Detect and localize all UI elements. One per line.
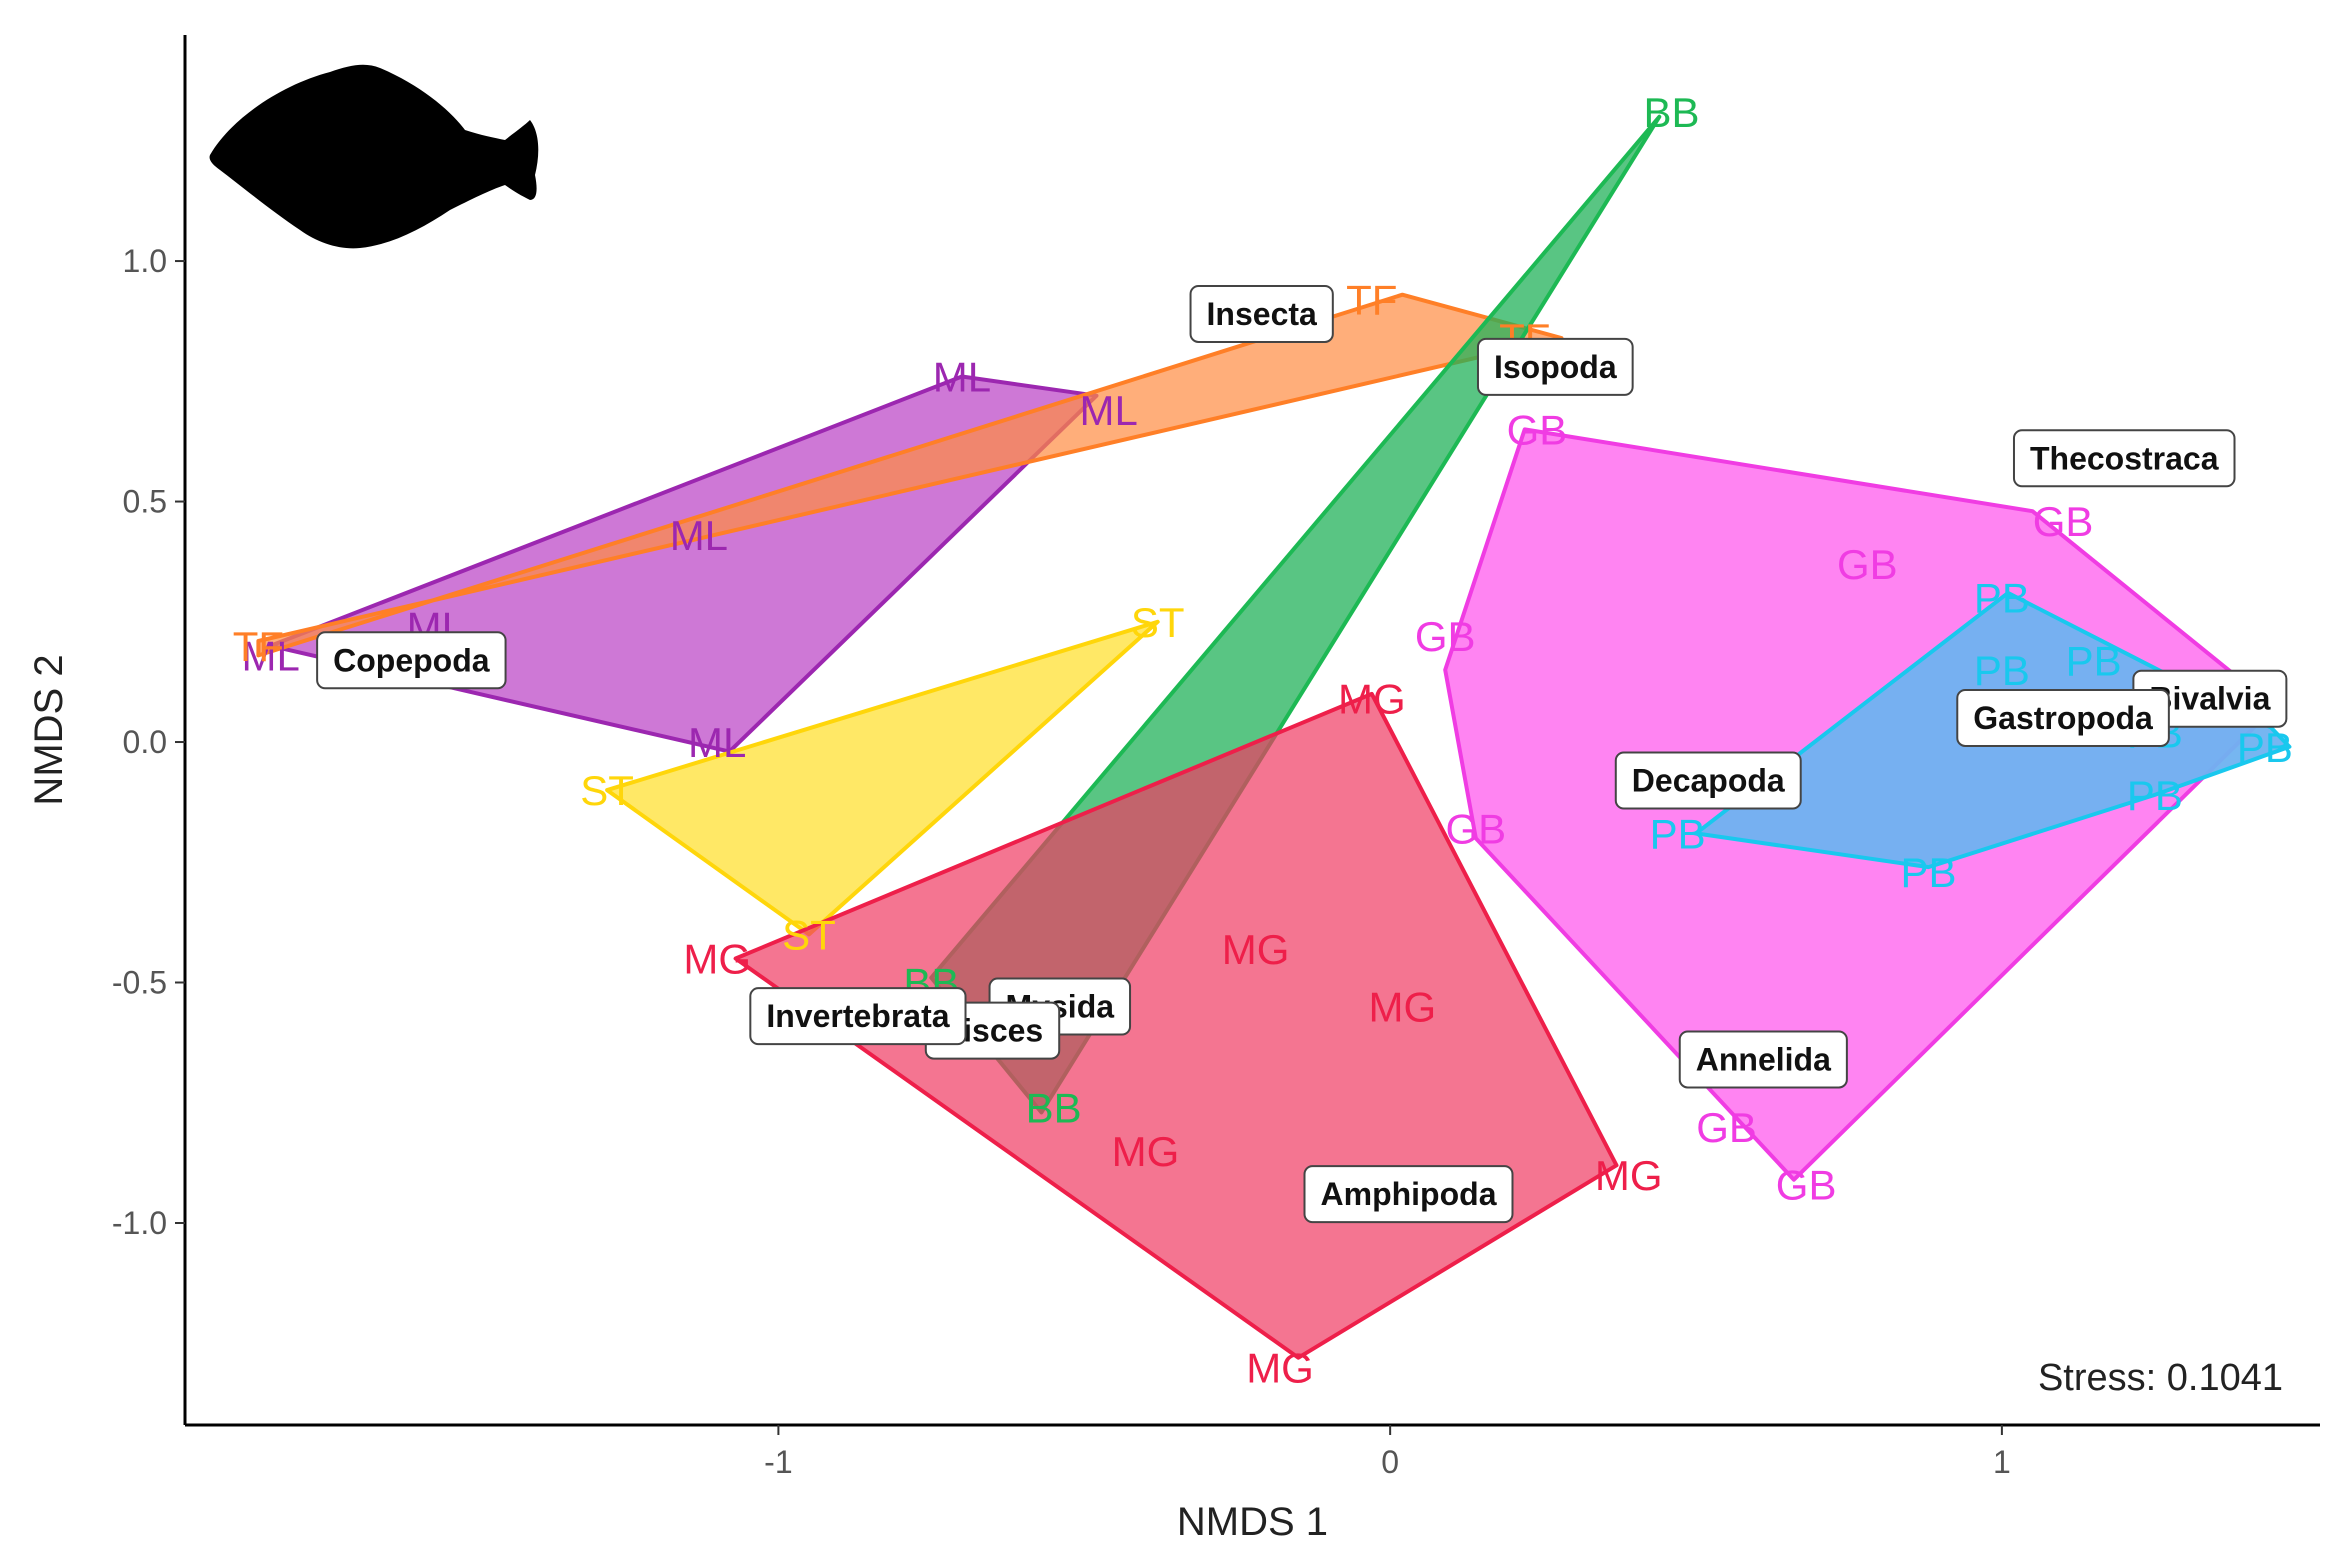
point-tf: TF: [1346, 277, 1397, 324]
point-pb: PB: [1974, 575, 2030, 622]
taxon-label-box: [1303, 1165, 1514, 1224]
point-tf: TF: [233, 623, 284, 670]
point-bb: BB: [1644, 89, 1700, 136]
taxon-label-box: [749, 987, 967, 1046]
y-tick-label: -1.0: [112, 1205, 167, 1241]
point-mg: MG: [683, 935, 751, 982]
point-mg: MG: [1338, 676, 1406, 723]
y-axis-title: NMDS 2: [27, 654, 71, 805]
point-gb: GB: [1507, 406, 1568, 453]
point-mg: MG: [1595, 1152, 1663, 1199]
taxon-label-box: [1956, 688, 2170, 747]
taxon-label-isopoda: Isopoda: [1476, 337, 1634, 396]
flatfish-icon: [209, 64, 539, 249]
point-mg: MG: [1246, 1344, 1314, 1391]
point-pb: PB: [2066, 637, 2122, 684]
point-gb: GB: [1696, 1104, 1757, 1151]
point-gb: GB: [1837, 541, 1898, 588]
point-mg: MG: [1369, 984, 1437, 1031]
taxon-labels: InsectaIsopodaThecostracaCopepodaBivalvi…: [316, 284, 2288, 1224]
point-mg: MG: [1222, 926, 1290, 973]
taxon-label-box: [1678, 1030, 1848, 1089]
taxon-label-amphipoda: Amphipoda: [1303, 1165, 1514, 1224]
taxon-label-text: Copepoda: [333, 642, 490, 678]
point-bb: BB: [1026, 1085, 1082, 1132]
point-st: ST: [1131, 599, 1185, 646]
x-tick-label: 0: [1381, 1444, 1399, 1480]
point-ml: ML: [1080, 387, 1138, 434]
point-ml: ML: [670, 512, 728, 559]
point-pb: PB: [2127, 772, 2183, 819]
axes: -1 0 1 -1.0 -0.5 0.0 0.5 1.0 NMDS 1 NMDS 2: [27, 35, 2320, 1544]
hull-st: [605, 619, 1160, 937]
point-mg: MG: [1112, 1128, 1180, 1175]
taxon-label-text: Gastropoda: [1973, 700, 2153, 736]
x-tick-label: -1: [764, 1444, 792, 1480]
point-ml: ML: [688, 719, 746, 766]
point-gb: GB: [1445, 806, 1506, 853]
taxon-label-box: [316, 631, 507, 690]
taxon-label-text: Invertebrata: [766, 998, 949, 1034]
point-gb: GB: [1776, 1162, 1837, 1209]
taxon-label-box: [1476, 337, 1634, 396]
x-axis-title: NMDS 1: [1177, 1500, 1328, 1544]
point-pb: PB: [1900, 849, 1956, 896]
x-tick-label: 1: [1993, 1444, 2011, 1480]
point-pb: PB: [1974, 647, 2030, 694]
point-pb: PB: [1650, 810, 1706, 857]
y-tick-label: -0.5: [112, 965, 167, 1001]
taxon-label-text: Isopoda: [1494, 349, 1617, 385]
taxon-label-gastropoda: Gastropoda: [1956, 688, 2170, 747]
point-gb: GB: [2033, 498, 2094, 545]
point-st: ST: [782, 911, 836, 958]
taxon-label-text: Decapoda: [1632, 763, 1785, 799]
taxon-label-text: Thecostraca: [2030, 440, 2219, 476]
point-ml: ML: [241, 632, 299, 679]
taxon-label-decapoda: Decapoda: [1614, 751, 1802, 810]
taxon-label-box: [2012, 429, 2236, 488]
y-tick-label: 0.5: [123, 484, 167, 520]
point-st: ST: [580, 767, 634, 814]
taxon-label-box: [1189, 284, 1334, 343]
taxon-label-text: Amphipoda: [1321, 1176, 1497, 1212]
taxon-label-invertebrata: Invertebrata: [749, 987, 967, 1046]
taxon-label-box: [1614, 751, 1802, 810]
point-ml: ML: [933, 353, 991, 400]
y-tick-label: 1.0: [123, 243, 167, 279]
taxon-label-copepoda: Copepoda: [316, 631, 507, 690]
taxon-label-insecta: Insecta: [1189, 284, 1334, 343]
point-gb: GB: [1415, 613, 1476, 660]
taxon-label-annelida: Annelida: [1678, 1030, 1848, 1089]
taxon-label-text: Insecta: [1207, 296, 1317, 332]
point-pb: PB: [2237, 724, 2293, 771]
flatfish-silhouette-icon: [209, 64, 539, 249]
taxon-label-text: Annelida: [1696, 1041, 1831, 1077]
taxon-label-thecostraca: Thecostraca: [2012, 429, 2236, 488]
stress-annotation: Stress: 0.1041: [2038, 1357, 2283, 1399]
y-tick-label: 0.0: [123, 724, 167, 760]
